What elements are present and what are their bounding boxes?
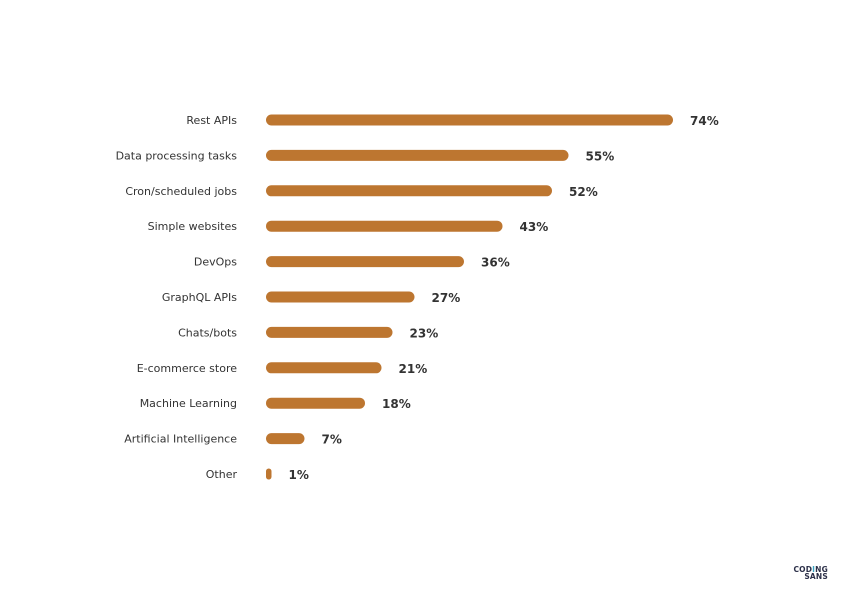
logo-text-cod: COD (793, 565, 813, 574)
value-label-devops: 36% (481, 256, 510, 270)
value-label-simple-websites: 43% (520, 220, 549, 234)
bar-e-commerce-store (266, 362, 382, 374)
category-label-devops: DevOps (194, 256, 237, 269)
category-label-simple-websites: Simple websites (148, 220, 238, 233)
category-label-artificial-intelligence: Artificial Intelligence (124, 433, 237, 446)
value-label-artificial-intelligence: 7% (322, 433, 342, 447)
value-label-cron-scheduled-jobs: 52% (569, 185, 598, 199)
bar-other (266, 468, 272, 480)
value-label-rest-apis: 74% (690, 114, 719, 128)
bar-machine-learning (266, 397, 365, 409)
value-label-chats-bots: 23% (410, 326, 439, 340)
category-label-data-processing-tasks: Data processing tasks (116, 149, 238, 162)
bar-simple-websites (266, 220, 503, 232)
bar-graphql-apis (266, 291, 415, 303)
category-label-rest-apis: Rest APIs (186, 114, 237, 127)
bar-data-processing-tasks (266, 149, 569, 161)
logo-text-accent: I (812, 565, 816, 574)
bar-chats-bots (266, 326, 393, 338)
logo-text-ng: NG (815, 565, 828, 574)
category-label-chats-bots: Chats/bots (178, 326, 237, 339)
value-label-machine-learning: 18% (382, 397, 411, 411)
bar-cron-scheduled-jobs (266, 185, 552, 197)
category-label-e-commerce-store: E-commerce store (137, 362, 238, 375)
value-label-data-processing-tasks: 55% (586, 149, 615, 163)
logo-line-1: CODING (793, 565, 828, 574)
category-label-graphql-apis: GraphQL APIs (162, 291, 237, 304)
bar-devops (266, 256, 464, 268)
value-label-other: 1% (289, 468, 309, 482)
bar-artificial-intelligence (266, 433, 305, 445)
bar-rest-apis (266, 114, 673, 126)
codingsans-logo: CODING SANS (793, 565, 828, 581)
category-label-other: Other (206, 468, 238, 481)
category-label-cron-scheduled-jobs: Cron/scheduled jobs (125, 185, 237, 198)
logo-line-2: SANS (804, 572, 828, 581)
value-label-e-commerce-store: 21% (399, 362, 428, 376)
value-label-graphql-apis: 27% (432, 291, 461, 305)
category-label-machine-learning: Machine Learning (140, 397, 237, 410)
